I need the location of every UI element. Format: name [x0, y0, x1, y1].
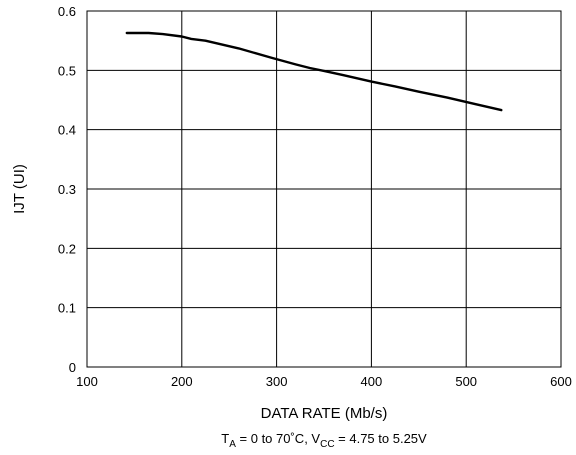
x-tick-label: 100	[76, 374, 98, 389]
y-axis-label: IJT (UI)	[11, 164, 28, 214]
y-tick-label: 0.6	[58, 4, 76, 19]
series-line	[125, 31, 503, 112]
x-tick-label: 500	[455, 374, 477, 389]
x-tick-label: 400	[361, 374, 383, 389]
y-tick-label: 0.3	[58, 182, 76, 197]
x-tick-label: 300	[266, 374, 288, 389]
y-tick-labels: 0 0.1 0.2 0.3 0.4 0.5 0.6	[58, 4, 76, 375]
x-tick-label: 200	[171, 374, 193, 389]
x-tick-label: 600	[550, 374, 572, 389]
ta-symbol: T	[221, 431, 229, 446]
vcc-symbol: V	[311, 431, 320, 446]
x-tick-labels: 100 200 300 400 500 600	[76, 374, 572, 389]
ta-subscript: A	[229, 439, 236, 450]
ta-range: = 0 to 70˚C,	[236, 431, 312, 446]
y-tick-label: 0.5	[58, 63, 76, 78]
grid-lines	[86, 10, 562, 368]
x-axis-label: DATA RATE (Mb/s)	[261, 405, 388, 422]
vcc-range: = 4.75 to 5.25V	[335, 431, 427, 446]
vcc-subscript: CC	[320, 439, 334, 450]
y-tick-label: 0.1	[58, 301, 76, 316]
y-tick-label: 0.4	[58, 123, 76, 138]
test-conditions: TA = 0 to 70˚C, VCC = 4.75 to 5.25V	[221, 431, 427, 450]
y-tick-label: 0.2	[58, 241, 76, 256]
y-tick-label: 0	[69, 360, 76, 375]
plot-frame	[86, 10, 562, 368]
